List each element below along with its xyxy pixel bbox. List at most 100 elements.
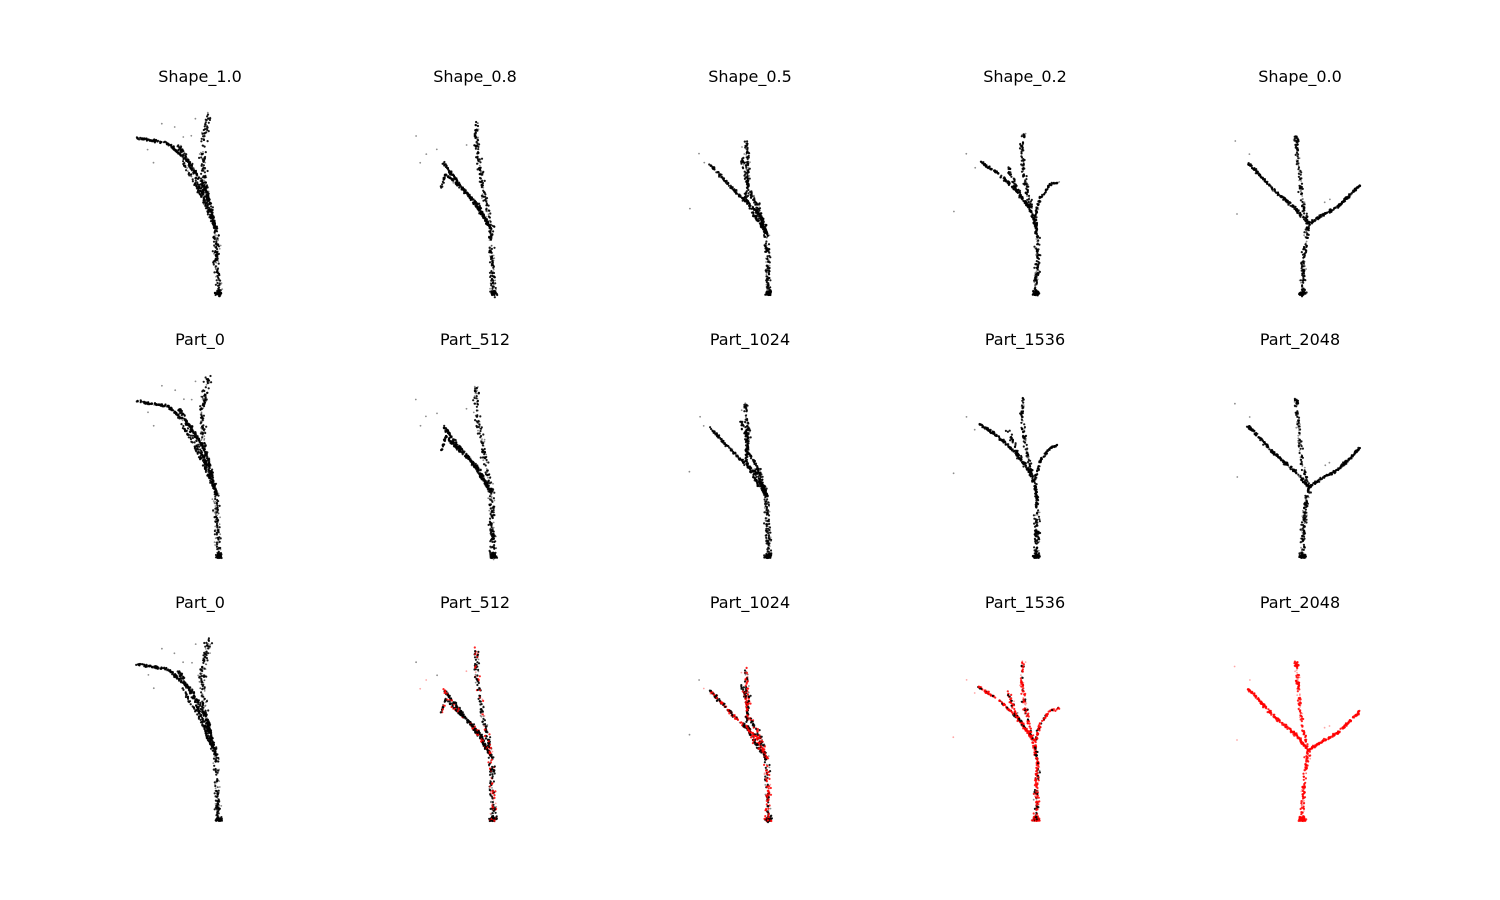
point [726,182,729,185]
point [166,142,169,145]
point [159,141,162,144]
point [200,438,203,440]
point [765,268,767,271]
point [747,192,750,195]
point [712,166,715,169]
point [218,556,221,559]
point [1336,205,1339,208]
point [741,420,744,423]
point [136,137,139,140]
point [210,208,212,210]
point [211,250,214,253]
point [207,193,210,196]
point [200,449,203,453]
point [153,404,155,406]
point [767,534,771,537]
point [447,437,451,440]
point [1299,173,1302,176]
point [764,505,767,508]
point [745,450,748,453]
point [182,160,185,163]
point [758,477,761,480]
point [212,486,215,490]
point [1303,206,1306,209]
point [490,481,493,484]
point [203,441,206,445]
point [204,444,207,447]
point [1297,138,1300,141]
point [214,511,216,514]
point [489,230,492,233]
point [143,137,146,140]
point [475,397,478,400]
point [217,234,220,237]
point [213,541,216,543]
point [745,164,748,167]
point [472,464,475,467]
point [419,424,422,427]
point [198,193,201,196]
point [723,443,726,446]
point [746,194,750,197]
point [146,148,149,151]
panel-3: Shape_0.5 [689,67,792,297]
point [1294,153,1297,156]
point [221,288,224,290]
point [1306,228,1309,231]
point [766,236,768,239]
point [450,170,453,173]
point [492,284,495,287]
point [196,181,199,184]
point [474,419,477,422]
point [1022,133,1025,136]
point [171,146,174,149]
point [436,412,438,415]
point [143,401,146,404]
point [490,236,492,239]
point [194,177,197,180]
point [768,542,771,545]
point [745,142,747,145]
point [1033,266,1036,269]
point [1300,263,1303,266]
point [751,195,754,198]
point [753,201,756,204]
point [483,450,486,453]
point [215,225,218,228]
point [212,226,215,229]
point [151,139,154,142]
panel-2: Shape_0.8 [415,67,517,299]
point [150,402,153,405]
point [198,189,201,192]
point [763,244,766,247]
point [200,169,204,172]
point [453,176,456,179]
point [477,429,479,432]
point [715,432,719,435]
point [493,276,496,279]
point [1011,186,1014,189]
point [488,246,491,249]
point [209,203,212,206]
point [185,153,188,156]
point [199,457,202,460]
point [201,433,204,436]
point [192,169,196,172]
point [493,296,496,299]
point [203,449,206,451]
point [1039,196,1042,199]
point [186,423,189,426]
point [201,132,204,135]
point [179,147,182,150]
point [767,243,771,246]
point [211,209,214,212]
point [204,192,207,195]
point [480,174,483,177]
point [483,179,486,182]
panel-title: Shape_1.0 [158,67,242,87]
point [485,453,488,456]
point [745,151,749,154]
point [763,486,766,489]
point [152,161,155,164]
point [1028,197,1031,199]
